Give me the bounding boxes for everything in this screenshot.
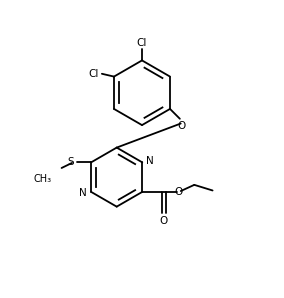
Text: S: S (68, 157, 74, 167)
Text: Cl: Cl (137, 38, 147, 48)
Text: Cl: Cl (88, 69, 99, 79)
Text: O: O (175, 187, 183, 197)
Text: N: N (147, 156, 154, 166)
Text: N: N (79, 188, 87, 198)
Text: CH₃: CH₃ (34, 174, 52, 184)
Text: O: O (178, 121, 186, 131)
Text: O: O (160, 216, 168, 226)
